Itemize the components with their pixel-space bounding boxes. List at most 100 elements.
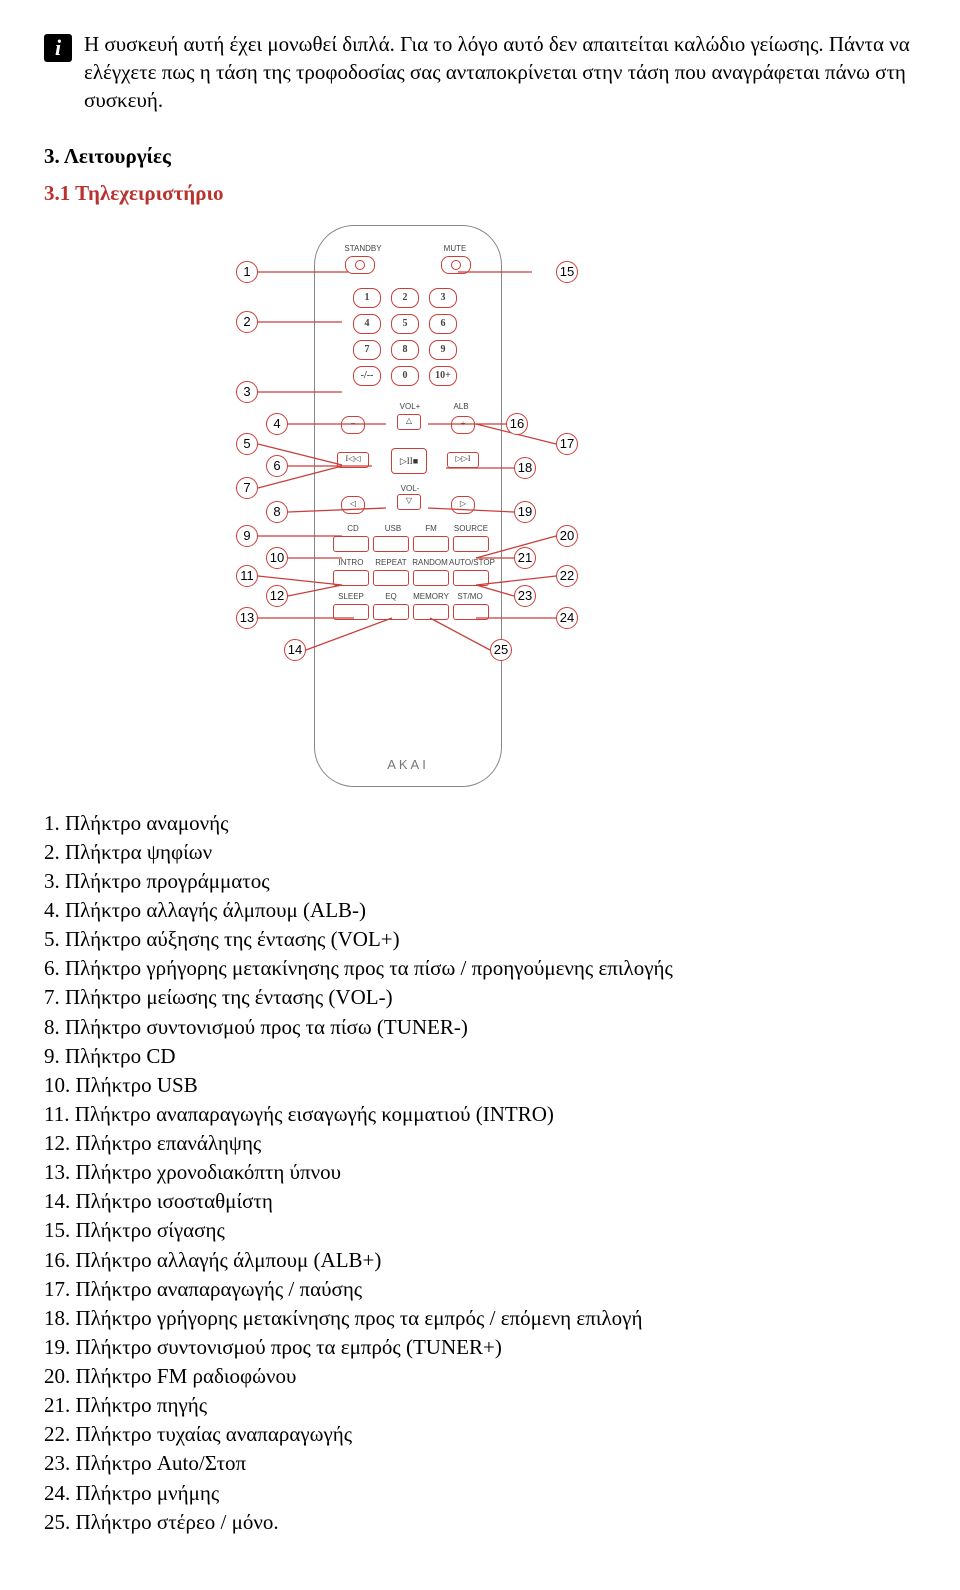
- callout-2: 2: [236, 311, 258, 333]
- info-note: i Η συσκευή αυτή έχει μονωθεί διπλά. Για…: [44, 30, 916, 114]
- callout-8: 8: [266, 501, 288, 523]
- callout-7: 7: [236, 477, 258, 499]
- legend-item-1: 1. Πλήκτρο αναμονής: [44, 809, 916, 837]
- callout-11: 11: [236, 565, 258, 587]
- callout-12: 12: [266, 585, 288, 607]
- digit-button-0[interactable]: 0: [391, 366, 419, 386]
- stmo-button[interactable]: [453, 604, 489, 620]
- digit-button-10+[interactable]: 10+: [429, 366, 457, 386]
- legend-item-9: 9. Πλήκτρο CD: [44, 1042, 916, 1070]
- callout-6: 6: [266, 455, 288, 477]
- callout-16: 16: [506, 413, 528, 435]
- info-icon: i: [44, 34, 72, 62]
- label-fm: FM: [415, 524, 447, 535]
- legend-item-14: 14. Πλήκτρο ισοσταθμίστη: [44, 1187, 916, 1215]
- source-button[interactable]: [453, 536, 489, 552]
- legend-item-19: 19. Πλήκτρο συντονισμού προς τα εμπρός (…: [44, 1333, 916, 1361]
- next-button[interactable]: ▷▷I: [447, 452, 479, 468]
- label-alb: ALB: [449, 402, 473, 413]
- label-stmo: ST/MO: [451, 592, 489, 603]
- digit-button-2[interactable]: 2: [391, 288, 419, 308]
- callout-18: 18: [514, 457, 536, 479]
- vol-down-button[interactable]: ▽: [397, 494, 421, 510]
- legend-item-20: 20. Πλήκτρο FM ραδιοφώνου: [44, 1362, 916, 1390]
- brand-label: AKAI: [315, 756, 501, 773]
- legend-item-4: 4. Πλήκτρο αλλαγής άλμπουμ (ALB-): [44, 896, 916, 924]
- legend-item-2: 2. Πλήκτρα ψηφίων: [44, 838, 916, 866]
- prev-button[interactable]: I◁◁: [337, 452, 369, 468]
- label-eq: EQ: [373, 592, 409, 603]
- label-random: RANDOM: [411, 558, 449, 569]
- alb-minus-button[interactable]: −: [341, 416, 365, 434]
- mute-button[interactable]: [441, 256, 471, 274]
- label-source: SOURCE: [451, 524, 491, 535]
- callout-13: 13: [236, 607, 258, 629]
- legend-item-22: 22. Πλήκτρο τυχαίας αναπαραγωγής: [44, 1420, 916, 1448]
- callout-25: 25: [490, 639, 512, 661]
- play-pause-button[interactable]: ▷II■: [391, 448, 427, 474]
- legend-item-3: 3. Πλήκτρο προγράμματος: [44, 867, 916, 895]
- usb-button[interactable]: [373, 536, 409, 552]
- tuner-plus-button[interactable]: ▷: [451, 496, 475, 514]
- callout-15: 15: [556, 261, 578, 283]
- callout-14: 14: [284, 639, 306, 661]
- legend-item-11: 11. Πλήκτρο αναπαραγωγής εισαγωγής κομμα…: [44, 1100, 916, 1128]
- legend-item-24: 24. Πλήκτρο μνήμης: [44, 1479, 916, 1507]
- digit-button-9[interactable]: 9: [429, 340, 457, 360]
- label-autostop: AUTO/STOP: [449, 558, 493, 569]
- legend-item-13: 13. Πλήκτρο χρονοδιακόπτη ύπνου: [44, 1158, 916, 1186]
- callout-5: 5: [236, 433, 258, 455]
- callout-9: 9: [236, 525, 258, 547]
- label-usb: USB: [377, 524, 409, 535]
- digit-button-4[interactable]: 4: [353, 314, 381, 334]
- tuner-minus-button[interactable]: ◁: [341, 496, 365, 514]
- callout-20: 20: [556, 525, 578, 547]
- cd-button[interactable]: [333, 536, 369, 552]
- callout-1: 1: [236, 261, 258, 283]
- digit-button-1[interactable]: 1: [353, 288, 381, 308]
- label-memory: MEMORY: [411, 592, 451, 603]
- callout-17: 17: [556, 433, 578, 455]
- callout-23: 23: [514, 585, 536, 607]
- memory-button[interactable]: [413, 604, 449, 620]
- autostop-button[interactable]: [453, 570, 489, 586]
- digit-button-8[interactable]: 8: [391, 340, 419, 360]
- label-sleep: SLEEP: [333, 592, 369, 603]
- label-repeat: REPEAT: [373, 558, 409, 569]
- label-intro: INTRO: [333, 558, 369, 569]
- digit-button-5[interactable]: 5: [391, 314, 419, 334]
- callout-3: 3: [236, 381, 258, 403]
- standby-button[interactable]: [345, 256, 375, 274]
- callout-21: 21: [514, 547, 536, 569]
- label-standby: STANDBY: [343, 244, 383, 255]
- label-volp: VOL+: [395, 402, 425, 413]
- legend-item-17: 17. Πλήκτρο αναπαραγωγής / παύσης: [44, 1275, 916, 1303]
- label-mute: MUTE: [435, 244, 475, 255]
- section-heading: 3. Λειτουργίες: [44, 142, 916, 170]
- legend-item-18: 18. Πλήκτρο γρήγορης μετακίνησης προς τα…: [44, 1304, 916, 1332]
- vol-up-button[interactable]: △: [397, 414, 421, 430]
- legend-item-8: 8. Πλήκτρο συντονισμού προς τα πίσω (TUN…: [44, 1013, 916, 1041]
- digit-button-7[interactable]: 7: [353, 340, 381, 360]
- button-legend-list: 1. Πλήκτρο αναμονής2. Πλήκτρα ψηφίων3. Π…: [44, 809, 916, 1536]
- digit-button--/--[interactable]: -/--: [353, 366, 381, 386]
- callout-10: 10: [266, 547, 288, 569]
- legend-item-16: 16. Πλήκτρο αλλαγής άλμπουμ (ALB+): [44, 1246, 916, 1274]
- legend-item-23: 23. Πλήκτρο Auto/Στοπ: [44, 1449, 916, 1477]
- digit-button-6[interactable]: 6: [429, 314, 457, 334]
- sleep-button[interactable]: [333, 604, 369, 620]
- eq-button[interactable]: [373, 604, 409, 620]
- random-button[interactable]: [413, 570, 449, 586]
- callout-19: 19: [514, 501, 536, 523]
- intro-button[interactable]: [333, 570, 369, 586]
- legend-item-10: 10. Πλήκτρο USB: [44, 1071, 916, 1099]
- legend-item-5: 5. Πλήκτρο αύξησης της έντασης (VOL+): [44, 925, 916, 953]
- digit-button-3[interactable]: 3: [429, 288, 457, 308]
- remote-body: STANDBY MUTE 123456789-/--010+ VOL+ ALB …: [314, 225, 502, 787]
- alb-plus-button[interactable]: +: [451, 416, 475, 434]
- fm-button[interactable]: [413, 536, 449, 552]
- repeat-button[interactable]: [373, 570, 409, 586]
- info-text: Η συσκευή αυτή έχει μονωθεί διπλά. Για τ…: [84, 30, 916, 114]
- callout-24: 24: [556, 607, 578, 629]
- legend-item-15: 15. Πλήκτρο σίγασης: [44, 1216, 916, 1244]
